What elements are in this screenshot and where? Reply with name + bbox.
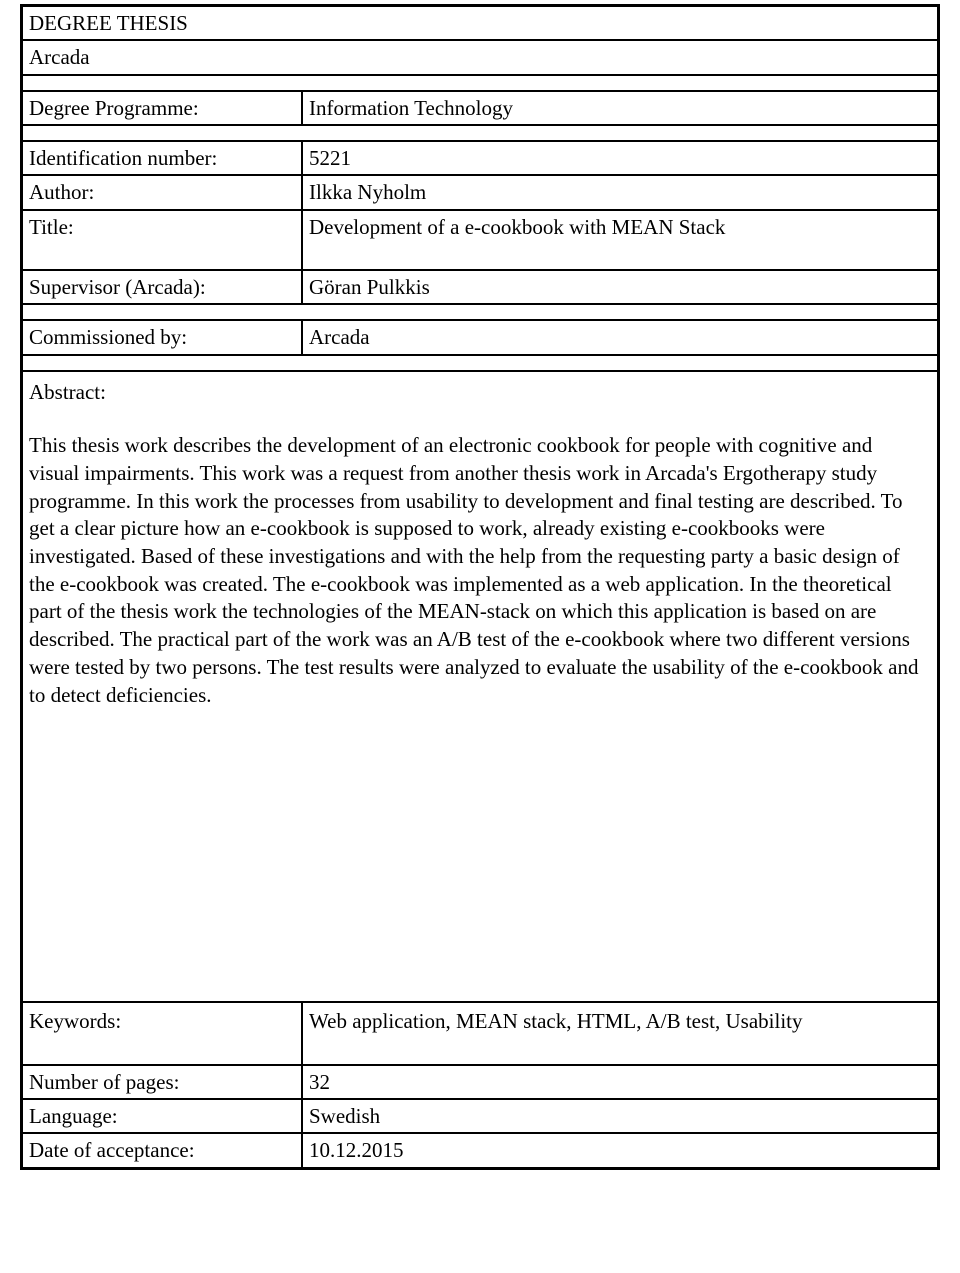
date-of-acceptance-label: Date of acceptance: [22, 1133, 302, 1167]
title-label: Title: [22, 210, 302, 270]
title-value: Development of a e-cookbook with MEAN St… [302, 210, 938, 270]
author-value: Ilkka Nyholm [302, 175, 938, 209]
keywords-label: Keywords: [22, 1002, 302, 1064]
degree-programme-value: Information Technology [302, 91, 938, 125]
degree-programme-label: Degree Programme: [22, 91, 302, 125]
number-of-pages-label: Number of pages: [22, 1065, 302, 1099]
supervisor-label: Supervisor (Arcada): [22, 270, 302, 304]
commissioned-by-label: Commissioned by: [22, 320, 302, 354]
number-of-pages-value: 32 [302, 1065, 938, 1099]
identification-number-value: 5221 [302, 141, 938, 175]
author-label: Author: [22, 175, 302, 209]
keywords-value: Web application, MEAN stack, HTML, A/B t… [302, 1002, 938, 1064]
language-value: Swedish [302, 1099, 938, 1133]
commissioned-by-value: Arcada [302, 320, 938, 354]
identification-number-label: Identification number: [22, 141, 302, 175]
supervisor-value: Göran Pulkkis [302, 270, 938, 304]
abstract-text: This thesis work describes the developme… [29, 432, 927, 999]
abstract-cell: Abstract: This thesis work describes the… [22, 371, 938, 1003]
thesis-metadata-table: DEGREE THESIS Arcada Degree Programme: I… [20, 4, 940, 1170]
spacer [22, 75, 938, 91]
institution-name: Arcada [22, 40, 938, 74]
degree-thesis-heading: DEGREE THESIS [22, 6, 938, 40]
spacer [22, 125, 938, 141]
date-of-acceptance-value: 10.12.2015 [302, 1133, 938, 1167]
spacer [22, 355, 938, 371]
spacer [22, 304, 938, 320]
abstract-label: Abstract: [29, 378, 927, 406]
language-label: Language: [22, 1099, 302, 1133]
